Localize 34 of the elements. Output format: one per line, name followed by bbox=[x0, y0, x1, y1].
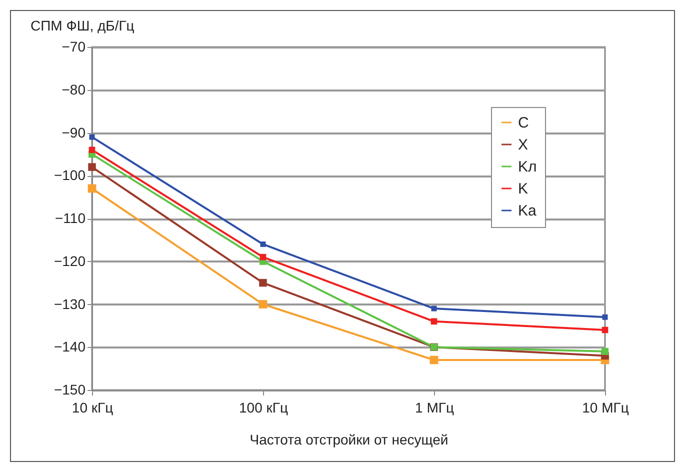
point bbox=[602, 326, 608, 334]
legend-label: X bbox=[518, 136, 528, 154]
point bbox=[88, 146, 96, 154]
point bbox=[89, 134, 95, 140]
y-axis-title: СПМ ФШ, дБ/Гц bbox=[30, 18, 134, 34]
y-tick-label: −90 bbox=[62, 124, 86, 140]
point bbox=[430, 356, 438, 364]
point bbox=[259, 278, 267, 287]
point bbox=[430, 318, 438, 325]
legend-label: Ka bbox=[518, 202, 538, 220]
point bbox=[431, 306, 437, 312]
x-tick-label: 10 МГц bbox=[582, 400, 629, 416]
y-tick-label: −110 bbox=[55, 210, 86, 226]
point bbox=[258, 300, 268, 308]
y-tick-label: −100 bbox=[54, 167, 86, 184]
x-axis-title: Частота отстройки от несущей bbox=[250, 432, 448, 448]
y-tick-label: −140 bbox=[54, 338, 86, 355]
y-tick-label: −80 bbox=[62, 81, 86, 98]
x-tick-label: 10 кГц bbox=[72, 400, 114, 416]
y-tick-label: −120 bbox=[54, 252, 86, 269]
x-tick-label: 1 МГц bbox=[415, 400, 454, 416]
point bbox=[260, 254, 266, 260]
x-tick-label: 100 кГц bbox=[239, 400, 288, 416]
legend-label: Kл bbox=[518, 158, 537, 176]
point bbox=[260, 241, 266, 247]
y-tick-label: −150 bbox=[54, 382, 86, 398]
y-tick-label: −130 bbox=[54, 296, 86, 312]
legend-label: C bbox=[518, 114, 529, 132]
point bbox=[88, 184, 96, 193]
point bbox=[88, 163, 96, 171]
point bbox=[601, 348, 609, 355]
point bbox=[602, 314, 608, 320]
y-tick-label: −70 bbox=[62, 38, 86, 54]
legend-label: K bbox=[518, 180, 528, 198]
